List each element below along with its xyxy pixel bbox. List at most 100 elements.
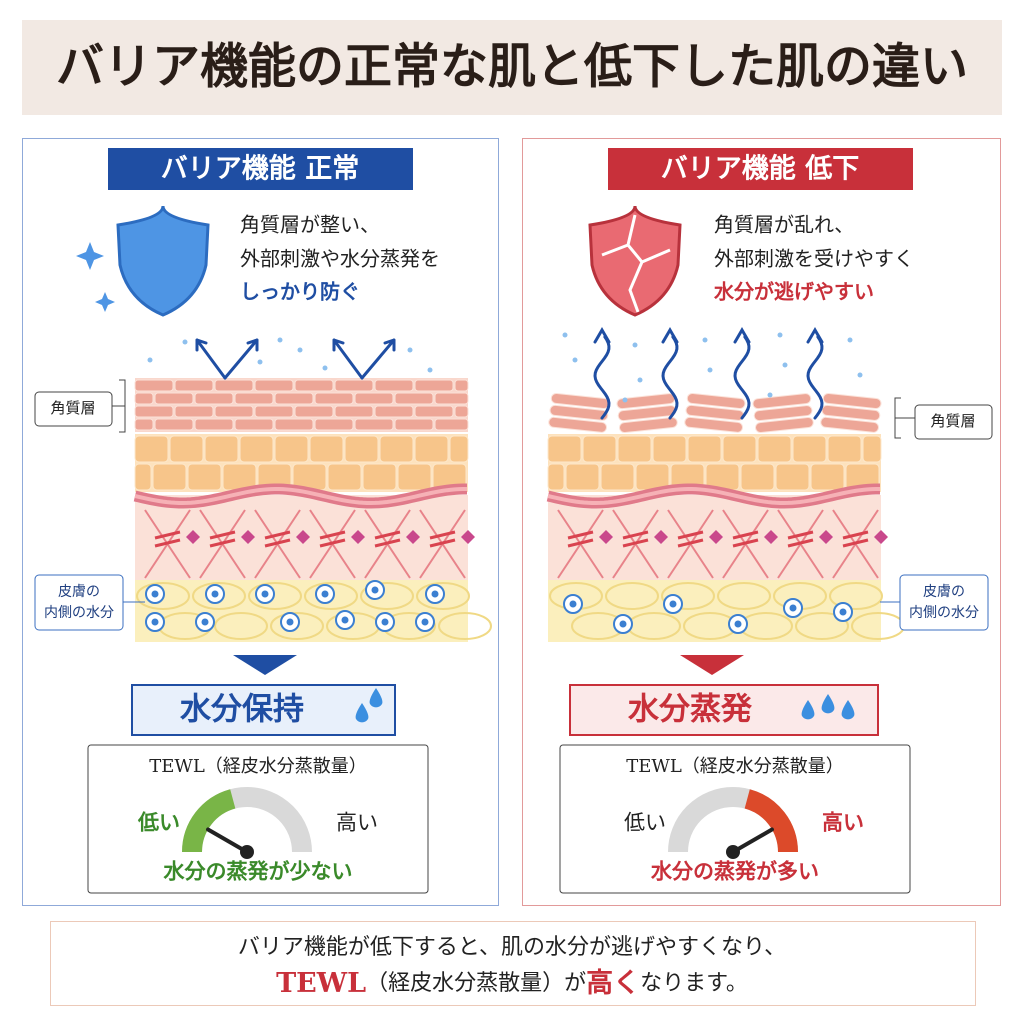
sparkle	[76, 242, 104, 270]
water-core	[201, 618, 209, 626]
tewl-low: 低い	[137, 810, 180, 835]
epidermis-cell	[239, 435, 274, 463]
water-core	[151, 590, 159, 598]
vapor-dot	[427, 367, 433, 373]
header-band	[22, 20, 1002, 115]
corneum-cell	[214, 405, 254, 418]
basal-layer	[134, 487, 468, 505]
epidermis-cell	[204, 435, 239, 463]
vapor-arrow	[360, 338, 396, 380]
vapor-arrow	[733, 327, 751, 344]
description: しっかり防ぐ	[240, 280, 360, 304]
vapor-dot	[632, 342, 638, 348]
fat-cell	[136, 582, 190, 610]
corneum-cell	[134, 379, 174, 392]
corneum-cell	[434, 418, 469, 431]
vapor-dot	[622, 397, 628, 403]
shield-icon	[116, 205, 210, 317]
vapor-dot	[562, 332, 568, 338]
shield-crack	[601, 214, 671, 313]
fat-cell	[438, 612, 492, 640]
cell-diamond	[241, 530, 255, 544]
badge-text: バリア機能 正常	[161, 154, 359, 185]
corneum-cell	[174, 405, 214, 418]
corneum-cell	[314, 392, 354, 405]
corneum-cell	[354, 418, 394, 431]
layer-bracket	[894, 397, 915, 439]
fiber-knot	[264, 530, 291, 548]
description: 外部刺激や水分蒸発を	[240, 247, 440, 271]
epidermis-cell	[414, 435, 449, 463]
epidermis-cell	[740, 463, 775, 491]
fiber-knot	[732, 530, 759, 548]
corneum-cell	[434, 392, 469, 405]
epidermis-cell	[397, 463, 432, 491]
drop-icon	[841, 700, 855, 720]
result-text: 水分蒸発	[627, 692, 753, 728]
vapor-dot	[572, 357, 578, 363]
epidermis-cell	[810, 463, 845, 491]
layer-label: 角質層	[930, 412, 975, 430]
corneum-cell	[454, 405, 469, 418]
footer-highlight: 高く	[586, 968, 640, 999]
cell-diamond	[819, 530, 833, 544]
footer-highlight: TEWL	[276, 968, 366, 999]
water-core	[619, 620, 627, 628]
corneum-cell	[274, 392, 314, 405]
epidermis-cell	[757, 435, 792, 463]
fiber-knot	[677, 530, 704, 548]
tewl-caption: 水分の蒸発が少ない	[163, 859, 353, 884]
corneum-cell	[314, 418, 354, 431]
vapor-arrow	[806, 327, 824, 344]
epidermis-cell	[582, 435, 617, 463]
corneum-cell	[234, 418, 274, 431]
water-core	[839, 608, 847, 616]
water-core	[341, 616, 349, 624]
footer-box	[50, 921, 976, 1006]
cell-diamond	[874, 530, 888, 544]
water-core	[151, 618, 159, 626]
corneum-cell	[234, 392, 274, 405]
layer-label-box	[34, 391, 113, 427]
corneum-cell	[254, 379, 294, 392]
epidermis-cell	[134, 435, 169, 463]
fiber-knot	[787, 530, 814, 548]
cell-diamond	[461, 530, 475, 544]
result-box	[131, 684, 396, 736]
corneum-piece	[820, 392, 882, 433]
fiber-knot	[319, 530, 346, 548]
gauge-needle	[206, 827, 249, 854]
panel-frame	[22, 138, 499, 906]
corneum-cell	[194, 418, 234, 431]
epidermis-cell	[687, 435, 722, 463]
layer-bracket	[112, 379, 126, 433]
corneum-cell	[752, 393, 812, 410]
vapor-arrow	[661, 335, 679, 420]
layer-label-box	[914, 404, 993, 440]
vapor-arrow	[332, 338, 364, 380]
vapor-arrow	[195, 338, 227, 380]
cell-diamond	[709, 530, 723, 544]
vapor-arrow	[593, 327, 611, 344]
tewl-title: TEWL（経皮水分蒸散量）	[626, 756, 844, 777]
epidermis-cell	[547, 435, 582, 463]
description: 外部刺激を受けやすく	[714, 247, 914, 271]
epidermis-cell	[775, 463, 810, 491]
footer-text: なります。	[640, 971, 748, 996]
description: 水分が逃げやすい	[713, 280, 874, 304]
corneum-cell	[334, 379, 374, 392]
corneum-cell	[820, 416, 880, 433]
skin-illustration	[133, 378, 492, 642]
footer-line: バリア機能が低下すると、肌の水分が逃げやすくなり、	[238, 935, 786, 960]
fiber-knot	[209, 530, 236, 548]
vapor-arrow	[806, 335, 824, 420]
epidermis-cell	[862, 435, 882, 463]
tewl-high: 高い	[336, 811, 378, 835]
cell-diamond	[764, 530, 778, 544]
vapor-dot	[182, 339, 188, 345]
footer-text: （経皮水分蒸散量）が	[366, 971, 586, 996]
fat-cell	[795, 612, 849, 640]
fat-cell	[192, 582, 246, 610]
corneum-cell	[214, 379, 254, 392]
corneum-cell	[686, 392, 746, 409]
